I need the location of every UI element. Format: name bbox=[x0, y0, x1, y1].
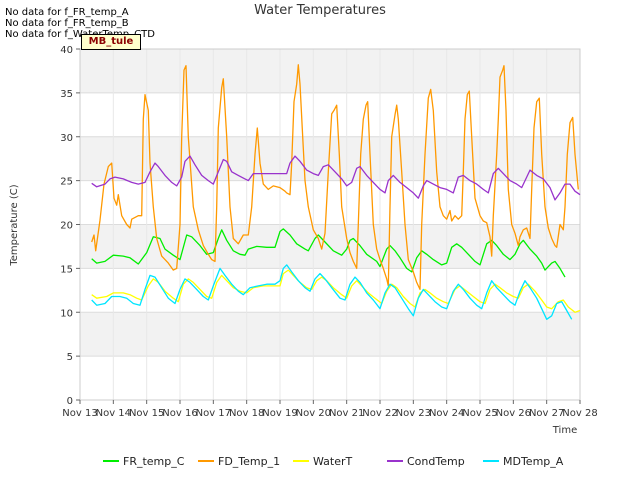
legend-label: CondTemp bbox=[407, 455, 465, 468]
series-line-WaterT bbox=[91, 269, 581, 313]
series-line-CondTemp bbox=[91, 155, 581, 201]
x-tick-label: Nov 15 bbox=[129, 408, 164, 419]
x-tick-label: Nov 24 bbox=[429, 408, 464, 419]
y-tick-label: 30 bbox=[60, 133, 73, 144]
x-tick-label: Nov 17 bbox=[196, 408, 231, 419]
x-tick-label: Nov 26 bbox=[496, 408, 531, 419]
y-axis-label: Temperature (C) bbox=[9, 184, 20, 266]
x-tick-label: Nov 19 bbox=[262, 408, 297, 419]
x-tick-label: Nov 16 bbox=[162, 408, 197, 419]
x-tick-label: Nov 18 bbox=[229, 408, 264, 419]
series-line-FD_Temp_1 bbox=[91, 64, 579, 291]
x-tick-label: Nov 22 bbox=[362, 408, 397, 419]
x-tick-label: Nov 20 bbox=[296, 408, 331, 419]
y-tick-label: 10 bbox=[60, 308, 73, 319]
x-tick-label: Nov 21 bbox=[329, 408, 364, 419]
x-axis-label: Time bbox=[552, 425, 577, 436]
x-tick-label: Nov 13 bbox=[62, 408, 97, 419]
y-tick-label: 40 bbox=[60, 45, 73, 56]
legend-label: FR_temp_C bbox=[123, 455, 185, 468]
no-data-notice-1: No data for f_FR_temp_A bbox=[5, 7, 129, 18]
x-tick-label: Nov 25 bbox=[462, 408, 497, 419]
x-tick-label: Nov 14 bbox=[96, 408, 131, 419]
y-tick-label: 5 bbox=[67, 352, 73, 363]
site-tag-label: MB_tule bbox=[81, 34, 141, 50]
plot-band bbox=[80, 49, 580, 93]
no-data-notice-2: No data for f_FR_temp_B bbox=[5, 18, 129, 29]
y-tick-label: 0 bbox=[67, 396, 73, 407]
chart-title: Water Temperatures bbox=[254, 3, 386, 18]
y-tick-label: 35 bbox=[60, 89, 73, 100]
x-tick-label: Nov 27 bbox=[529, 408, 564, 419]
plot-band bbox=[80, 312, 580, 357]
legend-label: WaterT bbox=[313, 455, 353, 468]
legend-label: FD_Temp_1 bbox=[218, 455, 280, 468]
x-tick-label: Nov 28 bbox=[562, 408, 597, 419]
x-tick-label: Nov 23 bbox=[396, 408, 431, 419]
series-line-MDTemp_A bbox=[91, 264, 573, 320]
y-tick-label: 15 bbox=[60, 264, 73, 275]
no-data-notice-3: No data for f_WaterTemp_CTD bbox=[5, 29, 155, 40]
y-tick-label: 20 bbox=[60, 221, 73, 232]
y-tick-label: 25 bbox=[60, 177, 73, 188]
legend-label: MDTemp_A bbox=[503, 455, 564, 468]
